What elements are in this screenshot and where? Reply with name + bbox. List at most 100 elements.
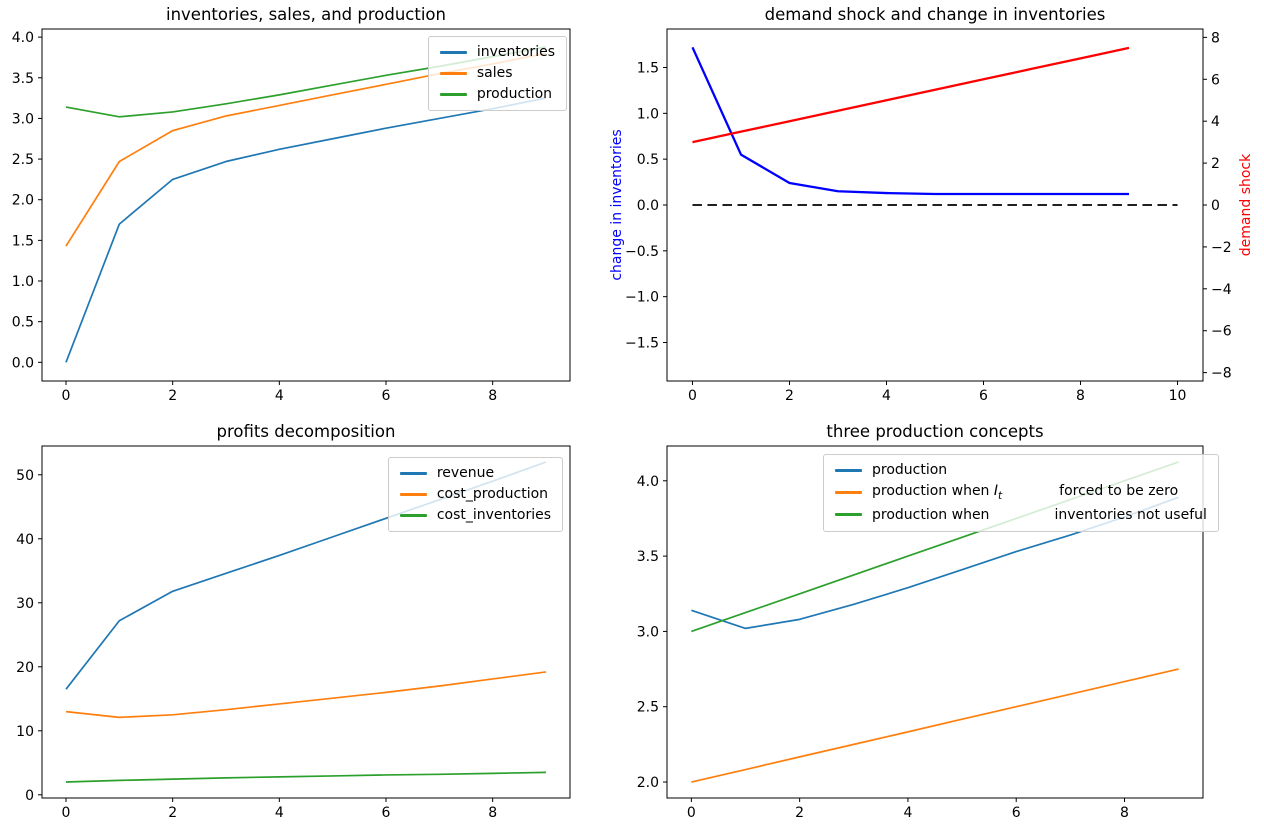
- legend-label: cost_production: [437, 486, 548, 502]
- y-tick-right-label: −8: [1211, 366, 1232, 382]
- legend-item: production when inventories not useful: [835, 507, 1207, 523]
- legend-label: revenue: [437, 465, 494, 481]
- legend-label-text: forced to be zero: [1059, 483, 1179, 499]
- y-tick-label: 2.0: [12, 193, 34, 209]
- y-tick-label: 0.0: [12, 355, 34, 371]
- y-tick-label: 1.0: [12, 274, 34, 290]
- series-line-production-when-i-t-forced-to-be-zero: [691, 668, 1179, 783]
- chart-three-production-concepts: 0 2 4 6 8 2.0 2.5 3.0 3.5 4.0 three production co…: [632, 417, 1264, 834]
- legend-line-swatch: [835, 490, 862, 494]
- series-line-inventories: [65, 97, 547, 363]
- x-tick-label: 8: [488, 805, 497, 821]
- legend-label-text: cost_inventories: [436, 507, 551, 523]
- y-tick-right-label: −4: [1211, 282, 1232, 298]
- y-axis-label-left: change in inventories: [609, 129, 625, 281]
- y-tick-label: 20: [16, 660, 34, 676]
- legend: revenue cost_production cost_inventories: [387, 457, 563, 532]
- legend-label-gap: [1002, 494, 1059, 495]
- x-tick-label: 2: [168, 805, 177, 821]
- y-tick-right-label: 2: [1211, 156, 1220, 172]
- y-tick-label: 0.5: [12, 315, 34, 331]
- y-tick-right-label: 0: [1211, 198, 1220, 214]
- x-tick-label: 4: [275, 805, 284, 821]
- legend-label: production: [477, 86, 552, 102]
- legend-label-gap: [989, 518, 1054, 519]
- legend: production production when It forced to be…: [823, 454, 1219, 532]
- y-tick-label: 30: [16, 596, 34, 612]
- y-tick-right-label: 6: [1211, 72, 1220, 88]
- y-axis-label-right: demand shock: [1238, 153, 1254, 257]
- chart-title: three production concepts: [826, 422, 1044, 441]
- x-tick-label: 0: [62, 805, 71, 821]
- chart-demand-shock-and-change-in-inventories: 0 2 4 6 8 10 −1.5 −1.0 −0.5 0.0 0.5 1.0 1.5 −8 −6 −4 −2 0…: [609, 0, 1264, 417]
- x-tick-label: 4: [903, 805, 912, 821]
- chart-title: demand shock and change in inventories: [764, 5, 1106, 24]
- chart-inventories-sales-production: 0 2 4 6 8 0.0 0.5 1.0 1.5 2.0 2.5 3.0 3.5 4.0 invento…: [0, 0, 632, 417]
- y-tick-label: 2.5: [12, 152, 34, 168]
- legend: inventories sales production: [427, 36, 567, 111]
- legend-label-text: revenue: [436, 465, 495, 481]
- x-tick-label: 6: [1012, 805, 1021, 821]
- y-tick-label: 3.5: [12, 71, 34, 87]
- y-tick-right-label: −2: [1211, 240, 1232, 256]
- y-tick-label: 50: [16, 468, 34, 484]
- y-tick-label: −1.0: [625, 290, 659, 306]
- x-tick-label: 2: [795, 805, 804, 821]
- legend-line-swatch: [439, 71, 467, 75]
- y-tick-right-label: 8: [1211, 30, 1220, 46]
- legend-label-text: sales: [476, 65, 513, 81]
- legend-item: revenue: [399, 465, 551, 481]
- legend-item: cost_inventories: [399, 507, 551, 523]
- legend-label-text: production when: [872, 483, 994, 499]
- legend-label: production when It forced to be zero: [872, 483, 1178, 502]
- x-tick-label: 0: [688, 388, 697, 404]
- y-tick-label: 1.5: [12, 233, 34, 249]
- y-tick-label: 10: [16, 724, 34, 740]
- y-tick-label: 2.5: [637, 700, 659, 716]
- plot-area: 0 2 4 6 8 10 −1.5 −1.0 −0.5 0.0 0.5 1.0 1.5 −8 −6 −4 −2 0…: [625, 28, 1232, 404]
- chart-profits-decomposition: 0 2 4 6 8 0 10 20 30 40 50 profits decomposition r…: [0, 417, 632, 834]
- legend-line-swatch: [439, 50, 467, 54]
- x-tick-label: 4: [882, 388, 891, 404]
- legend-item: inventories: [439, 44, 555, 60]
- series-line-demand-shock: [692, 46, 1130, 144]
- series-line-change-in-inventories: [691, 46, 1130, 196]
- y-tick-label: 1.5: [637, 61, 659, 77]
- legend-line-swatch: [439, 92, 467, 96]
- legend-item: production: [439, 86, 555, 102]
- y-tick-right-label: 4: [1211, 114, 1220, 130]
- legend-label-text: production: [476, 86, 553, 102]
- legend-item: production when It forced to be zero: [835, 483, 1207, 502]
- legend-label-text: production: [872, 462, 948, 478]
- series-line-cost-inventories: [65, 771, 547, 783]
- y-tick-label: 1.0: [637, 106, 659, 122]
- plot-area: 0 2 4 6 8 0.0 0.5 1.0 1.5 2.0 2.5 3.0 3.5 4.0: [12, 28, 571, 404]
- legend-line-swatch: [835, 468, 862, 472]
- legend-label-text: cost_production: [436, 486, 549, 502]
- x-tick-label: 6: [382, 805, 391, 821]
- x-tick-label: 10: [1169, 388, 1187, 404]
- x-tick-label: 0: [687, 805, 696, 821]
- math-variable: It: [993, 483, 1003, 502]
- x-tick-label: 2: [168, 388, 177, 404]
- y-tick-label: 3.0: [12, 111, 34, 127]
- y-tick-label: 0: [25, 788, 34, 804]
- y-tick-label: 3.5: [637, 549, 659, 565]
- y-tick-label: −0.5: [625, 244, 659, 260]
- y-tick-label: −1.5: [625, 336, 659, 352]
- legend-item: cost_production: [399, 486, 551, 502]
- y-tick-label: 4.0: [637, 474, 659, 490]
- y-tick-label: 0.5: [637, 152, 659, 168]
- x-tick-label: 8: [488, 388, 497, 404]
- x-tick-label: 6: [979, 388, 988, 404]
- legend-label: production: [872, 462, 947, 478]
- y-tick-label: 40: [16, 532, 34, 548]
- legend-label: sales: [477, 65, 513, 81]
- x-tick-label: 4: [275, 388, 284, 404]
- legend-line-swatch: [835, 513, 862, 517]
- axes-frame: [666, 445, 1204, 799]
- x-tick-label: 8: [1120, 805, 1129, 821]
- legend-item: sales: [439, 65, 555, 81]
- legend-item: production: [835, 462, 1207, 478]
